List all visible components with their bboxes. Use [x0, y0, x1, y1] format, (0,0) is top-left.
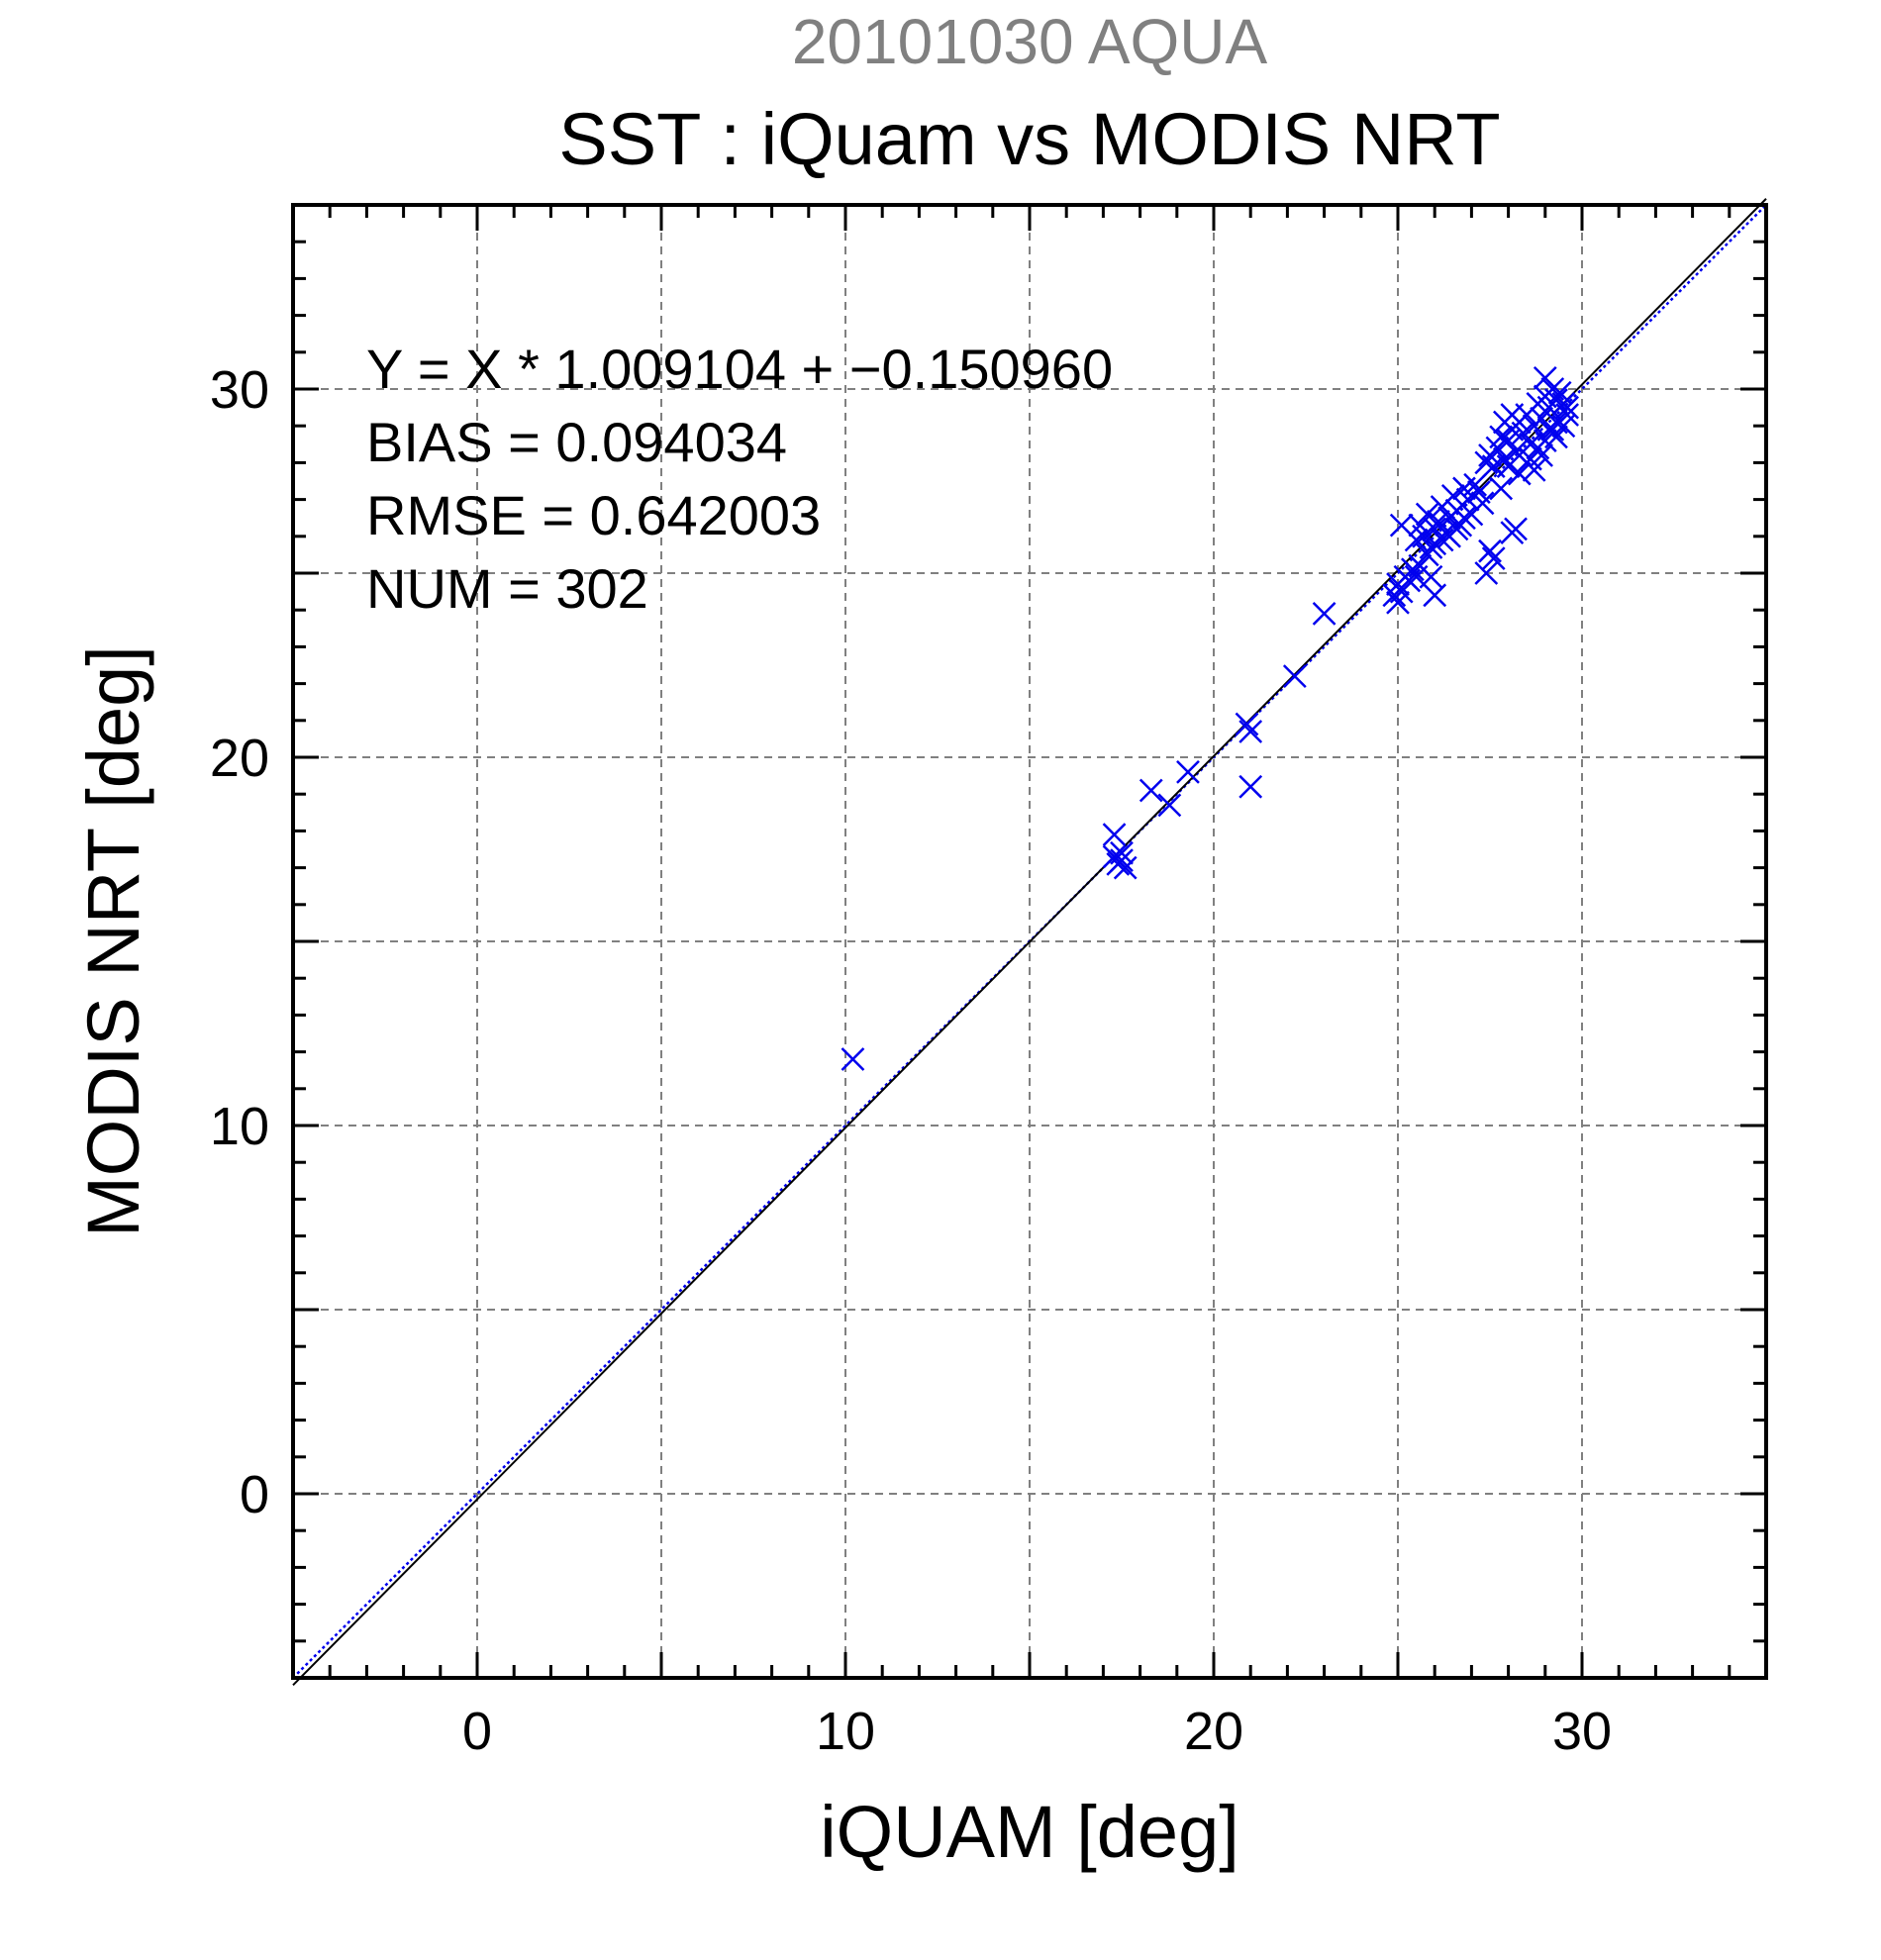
x-tick-label: 10: [816, 1702, 875, 1761]
data-point: [1500, 403, 1525, 427]
data-point: [1444, 517, 1469, 541]
data-point: [1519, 446, 1542, 471]
data-point: [1463, 472, 1488, 497]
x-tick-label: 20: [1184, 1702, 1243, 1761]
data-point: [1478, 539, 1502, 563]
chart-title: SST : iQuam vs MODIS NRT: [558, 98, 1500, 180]
data-point: [1423, 532, 1447, 556]
stats-line: Y = X * 1.009104 + −0.150960: [366, 338, 1113, 400]
data-point: [1489, 476, 1514, 501]
data-points: [841, 365, 1580, 1071]
data-point: [1555, 395, 1580, 420]
stats-annotation: Y = X * 1.009104 + −0.150960 BIAS = 0.094…: [366, 338, 1113, 620]
x-tick-label: 0: [462, 1702, 492, 1761]
x-tick-label: 30: [1552, 1702, 1612, 1761]
data-point: [1507, 461, 1532, 486]
data-point: [1110, 840, 1134, 865]
data-point: [1415, 502, 1439, 527]
data-point: [1540, 418, 1565, 441]
y-tick-label: 10: [210, 1097, 269, 1156]
stats-line: BIAS = 0.094034: [366, 411, 787, 473]
data-point: [1235, 712, 1259, 736]
x-axis-label: iQUAM [deg]: [820, 1791, 1239, 1873]
data-point: [1544, 388, 1568, 413]
data-point: [1544, 425, 1568, 449]
data-point: [1110, 848, 1134, 873]
data-point: [1157, 793, 1182, 818]
data-point: [1238, 774, 1263, 799]
stats-line: NUM = 302: [366, 557, 648, 620]
data-point: [1238, 720, 1263, 743]
data-point: [1113, 855, 1138, 880]
data-point: [1102, 823, 1127, 847]
plot-frame: [291, 203, 1768, 1680]
tick-labels: 0 10 20 30 0 10 20 30: [210, 360, 1612, 1761]
data-point: [1504, 517, 1528, 541]
data-point: [1419, 564, 1443, 589]
data-point: [1176, 759, 1200, 784]
y-axis-label: MODIS NRT [deg]: [72, 645, 154, 1237]
data-point: [1312, 602, 1336, 626]
data-point: [1452, 506, 1476, 531]
data-point: [1282, 664, 1307, 689]
data-point: [841, 1047, 865, 1071]
y-tick-label: 30: [210, 360, 269, 420]
data-point: [1430, 528, 1454, 552]
data-point: [1440, 483, 1465, 508]
data-point: [1496, 454, 1521, 479]
data-point: [1474, 561, 1499, 585]
chart-date-label: 20101030 AQUA: [792, 6, 1268, 77]
data-point: [1474, 450, 1499, 475]
data-point: [1423, 583, 1447, 608]
data-point: [1455, 487, 1480, 512]
data-point: [1404, 528, 1429, 552]
data-point: [1526, 436, 1550, 460]
data-point: [1481, 546, 1506, 571]
data-point: [1470, 491, 1495, 516]
stats-line: RMSE = 0.642003: [366, 484, 821, 546]
y-tick-label: 0: [240, 1465, 269, 1524]
data-point: [1138, 778, 1163, 803]
y-tick-label: 20: [210, 729, 269, 788]
